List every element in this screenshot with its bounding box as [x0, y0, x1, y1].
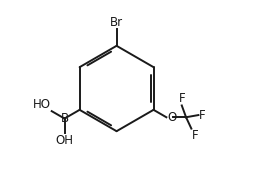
Text: F: F	[178, 92, 185, 105]
Text: HO: HO	[33, 98, 51, 111]
Text: Br: Br	[110, 16, 123, 28]
Text: F: F	[192, 129, 199, 142]
Text: B: B	[61, 112, 69, 125]
Text: F: F	[199, 109, 206, 122]
Text: OH: OH	[55, 134, 73, 147]
Text: O: O	[167, 111, 176, 124]
